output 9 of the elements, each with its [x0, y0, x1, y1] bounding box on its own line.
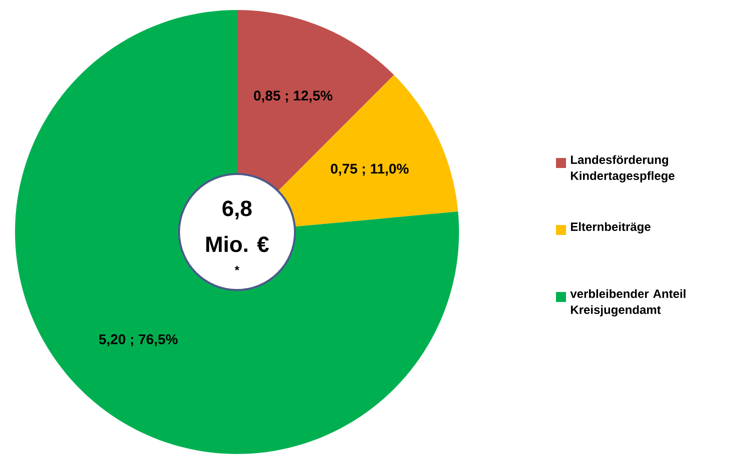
legend-label: verbleibender Anteil Kreisjugendamt	[570, 289, 686, 316]
legend-label: Elternbeiträge	[571, 222, 650, 234]
data-label: 5,20 ; 76,5%	[99, 334, 178, 346]
legend-label: Landesförderung Kindertagespflege	[571, 155, 674, 182]
text: *	[234, 266, 240, 270]
text: 6,8	[222, 200, 252, 220]
data-label: 0,75 ; 11,0%	[330, 164, 409, 176]
text: Mio. €	[206, 236, 269, 252]
data-label: 0,85 ; 12,5%	[254, 90, 332, 103]
